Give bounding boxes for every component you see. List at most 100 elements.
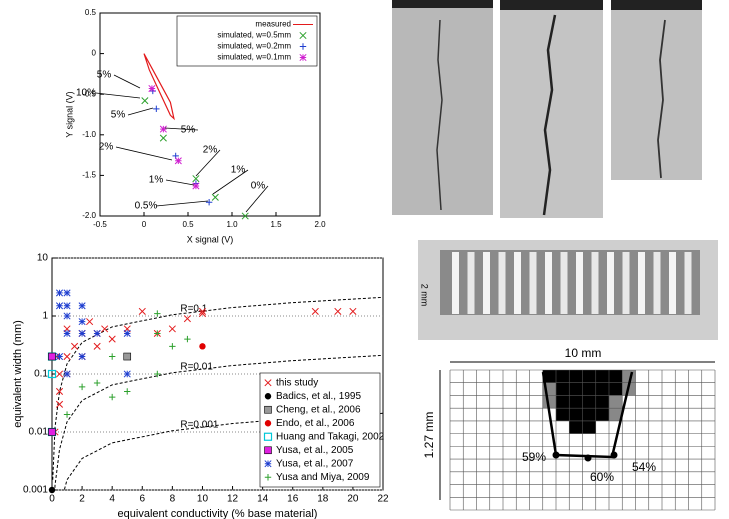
marker-x xyxy=(108,335,116,343)
curve-label: R=0.001 xyxy=(180,419,219,430)
legend-label: simulated, w=0.2mm xyxy=(217,42,291,51)
slot xyxy=(591,252,599,314)
marker-square xyxy=(264,446,272,455)
cross-section-diagram: 10 mm 1.27 mm 59% 60% 54% xyxy=(422,346,716,511)
cell-dark xyxy=(609,370,623,383)
width-label: 10 mm xyxy=(565,346,602,360)
x-tick-label: 20 xyxy=(347,494,359,505)
series-line xyxy=(143,53,175,121)
marker-x xyxy=(71,342,79,350)
marker-star xyxy=(78,318,86,326)
micrograph-band xyxy=(611,0,702,10)
marker-star xyxy=(174,157,182,165)
legend: this study Badics, et al., 1995 Cheng, et … xyxy=(259,372,385,488)
marker-plus xyxy=(108,393,116,401)
marker-plus xyxy=(205,198,213,206)
marker-star xyxy=(63,329,71,338)
legend-label: simulated, w=0.5mm xyxy=(217,31,291,40)
reference-curve xyxy=(54,354,383,490)
slot xyxy=(529,252,537,314)
probe-point xyxy=(584,454,592,462)
marker-square xyxy=(123,352,132,361)
marker-x xyxy=(93,342,101,350)
cell-mid xyxy=(609,408,623,421)
marker-square xyxy=(264,405,272,414)
marker-x xyxy=(299,31,307,40)
cell-mid xyxy=(609,395,623,409)
x-tick-label: 0 xyxy=(142,220,147,229)
micrograph xyxy=(392,0,493,215)
marker-star xyxy=(63,289,71,297)
x-axis-label: equivalent conductivity (% base material… xyxy=(118,508,318,519)
cell-dark xyxy=(569,382,583,396)
slot xyxy=(514,252,521,314)
marker-star xyxy=(159,125,167,133)
cell-dark xyxy=(582,395,596,409)
annotation-arrow xyxy=(212,169,249,195)
annotation-arrow xyxy=(165,179,195,186)
marker-plus xyxy=(154,370,161,378)
marker-x xyxy=(192,175,200,183)
chart: -0.5 0 0.5 1.0 1.5 2.0 0.5 0 -0.5 -1.0 -1.5 -2.0 X s… xyxy=(64,8,326,244)
slot xyxy=(607,252,614,314)
legend-label: this study xyxy=(276,377,318,388)
marker-plus xyxy=(108,353,116,360)
marker-open-square xyxy=(263,432,273,441)
marker-x xyxy=(349,307,357,315)
marker-x xyxy=(101,325,109,333)
legend-label: simulated, w=0.1mm xyxy=(217,53,291,62)
marker-star xyxy=(55,352,64,361)
x-axis-label: X signal (V) xyxy=(187,234,234,244)
marker-x xyxy=(159,134,167,142)
cell-dark xyxy=(569,408,583,421)
legend: measured simulated, w=0.5mm simulated, w=0… xyxy=(176,15,318,67)
annotation-arrow xyxy=(155,200,209,207)
slot xyxy=(576,252,583,314)
probe-point xyxy=(610,451,618,459)
marker-star xyxy=(78,302,86,310)
legend-label: Endo, et al., 2006 xyxy=(276,418,355,429)
cell-dark xyxy=(556,395,570,409)
slot xyxy=(483,252,490,314)
marker-plus xyxy=(63,411,71,418)
marker-star xyxy=(55,289,64,297)
micrograph-band xyxy=(500,0,603,10)
marker-star xyxy=(78,329,86,338)
slot xyxy=(467,252,475,314)
legend-box xyxy=(259,372,381,488)
marker-star xyxy=(78,352,86,361)
slot xyxy=(498,252,506,314)
annotation-arrow xyxy=(195,149,221,177)
crack xyxy=(542,14,557,216)
annotation-arrow xyxy=(127,107,154,116)
marker-x xyxy=(198,310,207,318)
marker-star xyxy=(264,460,272,468)
cell-dark xyxy=(595,395,609,409)
x-tick-label: 0.5 xyxy=(182,220,194,229)
annotation: 2% xyxy=(99,142,114,153)
marker-x xyxy=(168,325,176,333)
micrograph xyxy=(611,0,702,180)
y-tick-label: -1.5 xyxy=(82,171,96,180)
marker-open-square xyxy=(47,369,57,379)
slot xyxy=(669,252,676,314)
marker-x xyxy=(63,352,71,361)
cell-dark xyxy=(609,382,623,396)
annotation-arrow xyxy=(115,146,173,161)
y-tick-label: 0.5 xyxy=(85,8,97,17)
marker-star xyxy=(63,302,71,310)
x-tick-label: 1.5 xyxy=(270,220,282,229)
slot xyxy=(545,252,552,314)
y-axis-label: equivalent width (mm) xyxy=(12,320,24,428)
percent-label: 54% xyxy=(632,460,656,474)
marker-square xyxy=(48,428,56,436)
marker-x xyxy=(55,387,64,396)
annotation-arrow xyxy=(95,92,141,99)
marker-x xyxy=(55,370,64,378)
slot xyxy=(452,252,459,314)
annotation: 1% xyxy=(231,165,246,176)
marker-x xyxy=(334,307,342,315)
x-tick-label: 0 xyxy=(49,494,55,505)
marker-star xyxy=(63,370,71,378)
scale-bar-label: 2 mm xyxy=(420,284,430,307)
